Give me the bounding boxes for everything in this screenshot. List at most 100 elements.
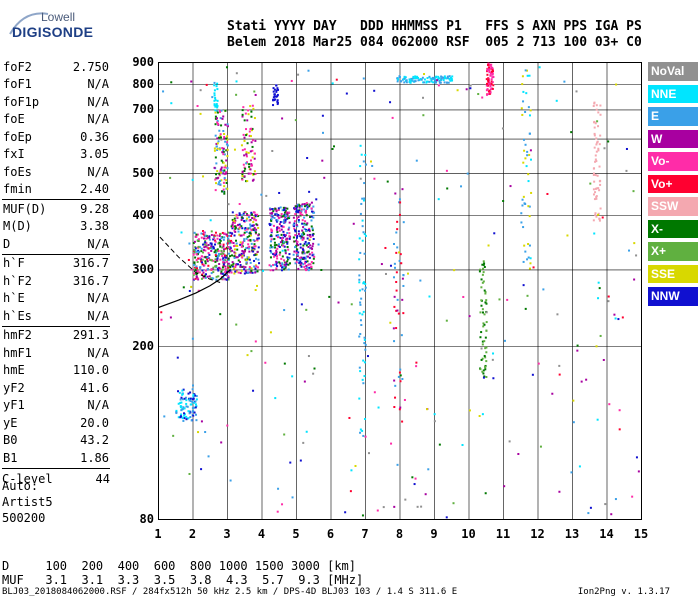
echo-point bbox=[215, 177, 218, 180]
echo-point bbox=[469, 87, 472, 90]
echo-point bbox=[254, 231, 257, 234]
echo-point bbox=[191, 388, 194, 391]
x-tick-label: 2 bbox=[188, 527, 197, 541]
echo-point bbox=[614, 317, 617, 320]
echo-point bbox=[237, 259, 240, 262]
echo-point bbox=[294, 213, 297, 216]
echo-point bbox=[595, 196, 598, 199]
param-row: foF1 N/A bbox=[2, 76, 110, 94]
echo-point bbox=[269, 269, 272, 272]
echo-point bbox=[180, 231, 183, 234]
param-value: 316.7 bbox=[72, 273, 109, 288]
echo-point bbox=[245, 128, 248, 131]
echo-point bbox=[193, 411, 196, 414]
echo-point bbox=[244, 167, 247, 170]
echo-point bbox=[306, 234, 309, 237]
echo-point bbox=[220, 237, 223, 240]
echo-point bbox=[226, 260, 229, 263]
echo-point bbox=[195, 398, 198, 401]
echo-point bbox=[214, 105, 217, 108]
echo-point bbox=[402, 284, 405, 287]
echo-point bbox=[317, 243, 320, 246]
echo-point bbox=[214, 260, 217, 263]
echo-point bbox=[194, 277, 197, 280]
echo-point bbox=[528, 215, 531, 218]
echo-point bbox=[303, 380, 306, 383]
echo-point bbox=[362, 310, 365, 313]
echo-point bbox=[398, 198, 401, 201]
echo-point bbox=[223, 153, 226, 156]
echo-point bbox=[480, 286, 483, 289]
echo-point bbox=[224, 123, 227, 126]
echo-point bbox=[195, 267, 198, 270]
echo-point bbox=[177, 390, 180, 393]
echo-point bbox=[361, 225, 364, 228]
echo-point bbox=[274, 207, 277, 210]
echo-point bbox=[285, 211, 288, 214]
echo-point bbox=[200, 255, 203, 258]
echo-point bbox=[222, 264, 225, 267]
echo-point bbox=[216, 106, 219, 109]
echo-point bbox=[186, 417, 189, 420]
echo-point bbox=[236, 256, 239, 259]
echo-point bbox=[210, 245, 213, 248]
echo-point bbox=[195, 413, 198, 416]
echo-point bbox=[234, 226, 237, 229]
echo-point bbox=[193, 272, 196, 275]
echo-point bbox=[489, 72, 492, 75]
echo-point bbox=[526, 154, 529, 157]
echo-point bbox=[235, 72, 238, 75]
echo-point bbox=[524, 69, 527, 72]
param-label: h`E bbox=[3, 291, 25, 306]
echo-point bbox=[271, 215, 274, 218]
echo-point bbox=[288, 221, 291, 224]
echo-point bbox=[402, 221, 405, 224]
echo-point bbox=[215, 162, 218, 165]
echo-point bbox=[292, 223, 295, 226]
echo-point bbox=[239, 253, 242, 256]
echo-point bbox=[493, 232, 496, 235]
echo-point bbox=[621, 316, 624, 319]
echo-point bbox=[196, 104, 199, 107]
echo-point bbox=[304, 257, 307, 260]
echo-point bbox=[201, 269, 204, 272]
echo-point bbox=[218, 174, 221, 177]
echo-point bbox=[283, 433, 286, 436]
echo-point bbox=[306, 237, 309, 240]
echo-point bbox=[529, 109, 532, 112]
echo-point bbox=[299, 246, 302, 249]
echo-point bbox=[197, 245, 200, 248]
echo-point bbox=[275, 213, 278, 216]
echo-point bbox=[233, 255, 236, 258]
echo-point bbox=[401, 277, 404, 280]
echo-point bbox=[181, 417, 184, 420]
echo-point bbox=[461, 443, 464, 446]
echo-point bbox=[195, 419, 198, 422]
echo-point bbox=[288, 235, 291, 238]
echo-point bbox=[224, 172, 227, 175]
echo-point bbox=[252, 224, 255, 227]
echo-point bbox=[203, 274, 206, 277]
echo-point bbox=[310, 261, 313, 264]
echo-point bbox=[483, 375, 486, 378]
echo-point bbox=[631, 495, 634, 498]
echo-point bbox=[399, 374, 402, 377]
echo-point bbox=[276, 99, 279, 102]
echo-point bbox=[481, 96, 484, 99]
muf-row: MUF 3.1 3.1 3.3 3.5 3.8 4.3 5.7 9.3 [MHz… bbox=[2, 573, 364, 587]
echo-point bbox=[222, 149, 225, 152]
echo-point bbox=[230, 234, 233, 237]
echo-point bbox=[401, 298, 404, 301]
echo-point bbox=[224, 109, 227, 112]
echo-point bbox=[254, 289, 257, 292]
echo-point bbox=[220, 249, 223, 252]
echo-point bbox=[532, 266, 535, 269]
echo-point bbox=[595, 143, 598, 146]
echo-point bbox=[278, 261, 281, 264]
echo-point bbox=[188, 398, 191, 401]
echo-point bbox=[269, 256, 272, 259]
echo-point bbox=[369, 160, 372, 163]
echo-point bbox=[528, 153, 531, 156]
echo-point bbox=[269, 212, 272, 215]
echo-point bbox=[480, 358, 483, 361]
